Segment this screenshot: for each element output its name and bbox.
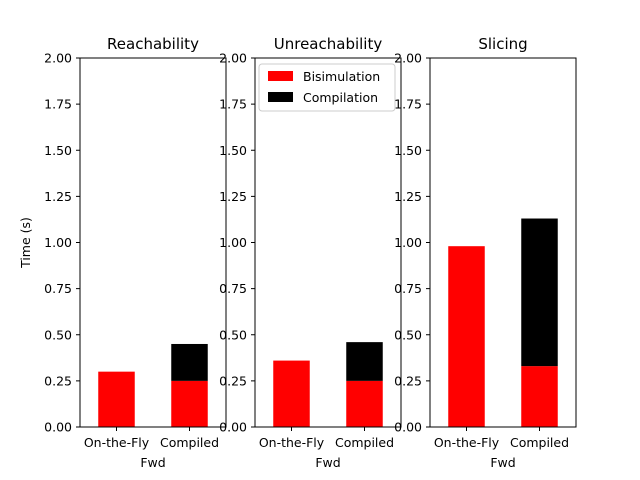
x-tick-label: On-the-Fly [84, 435, 150, 450]
y-axis-label: Time (s) [18, 217, 33, 269]
bar-compilation-compiled [521, 218, 558, 367]
panel-title: Reachability [107, 35, 199, 53]
x-axis-label: Fwd [490, 455, 515, 470]
y-tick-label: 1.00 [394, 235, 422, 250]
legend-swatch-bisimulation [268, 71, 293, 81]
y-tick-label: 1.75 [219, 97, 247, 112]
y-tick-label: 0.25 [394, 373, 422, 388]
panel-title: Slicing [478, 35, 527, 53]
y-tick-label: 0.25 [219, 373, 247, 388]
y-tick-label: 1.50 [44, 143, 72, 158]
axes-frame [254, 57, 402, 428]
legend-label-compilation: Compilation [303, 90, 378, 105]
x-tick-label: Compiled [510, 435, 569, 450]
legend-label-bisimulation: Bisimulation [303, 69, 380, 84]
legend-swatch-compilation [268, 92, 293, 102]
bar-bisimulation-on-the-fly [98, 371, 135, 427]
y-tick-label: 0.75 [394, 281, 422, 296]
chart-panels: On-the-Fly Compiled0.000.250.500.751.001.… [18, 35, 577, 470]
y-tick-label: 0.75 [219, 281, 247, 296]
panel-title: Unreachability [274, 35, 383, 53]
y-tick-label: 0.25 [44, 373, 72, 388]
bar-bisimulation-compiled [171, 380, 208, 427]
y-tick-label: 1.75 [394, 97, 422, 112]
y-tick-label: 2.00 [219, 51, 247, 66]
axes-frame [79, 57, 227, 428]
y-tick-label: 0.50 [44, 327, 72, 342]
bar-bisimulation-compiled [346, 380, 383, 427]
y-tick-label: 1.25 [219, 189, 247, 204]
y-tick-label: 1.00 [219, 235, 247, 250]
x-tick-label: On-the-Fly [259, 435, 325, 450]
panel-1: On-the-Fly Compiled 0.00 0.25 0.50 0.75 1.00 1.… [18, 35, 227, 470]
y-tick-label: 0.00 [394, 420, 422, 435]
bar-bisimulation-on-the-fly [448, 246, 485, 427]
panel-3: On-the-Fly Compiled 0.00 0.25 0.50 0.75 1.00 1.… [394, 35, 577, 470]
x-axis-label: Fwd [315, 455, 340, 470]
y-tick-label: 1.25 [44, 189, 72, 204]
y-tick-label: 0.75 [44, 281, 72, 296]
y-tick-label: 2.00 [394, 51, 422, 66]
legend: Bisimulation Compilation [258, 63, 396, 112]
bar-compilation-compiled [171, 343, 208, 381]
x-tick-label: Compiled [160, 435, 219, 450]
panel-2: On-the-Fly Compiled 0.00 0.25 0.50 0.75 1.00 1.… [219, 35, 402, 470]
bar-bisimulation-on-the-fly [273, 360, 310, 427]
x-tick-label: On-the-Fly [434, 435, 500, 450]
y-tick-label: 1.50 [394, 143, 422, 158]
y-tick-label: 0.50 [394, 327, 422, 342]
axes-frame [429, 57, 577, 428]
y-tick-label: 0.00 [219, 420, 247, 435]
y-tick-label: 0.50 [219, 327, 247, 342]
y-tick-label: 1.25 [394, 189, 422, 204]
y-tick-label: 1.00 [44, 235, 72, 250]
x-axis-label: Fwd [140, 455, 165, 470]
x-tick-label: Compiled [335, 435, 394, 450]
bar-bisimulation-compiled [521, 366, 558, 427]
y-tick-label: 1.75 [44, 97, 72, 112]
bar-compilation-compiled [346, 342, 383, 381]
y-tick-label: 0.00 [44, 420, 72, 435]
y-tick-label: 2.00 [44, 51, 72, 66]
y-tick-label: 1.50 [219, 143, 247, 158]
